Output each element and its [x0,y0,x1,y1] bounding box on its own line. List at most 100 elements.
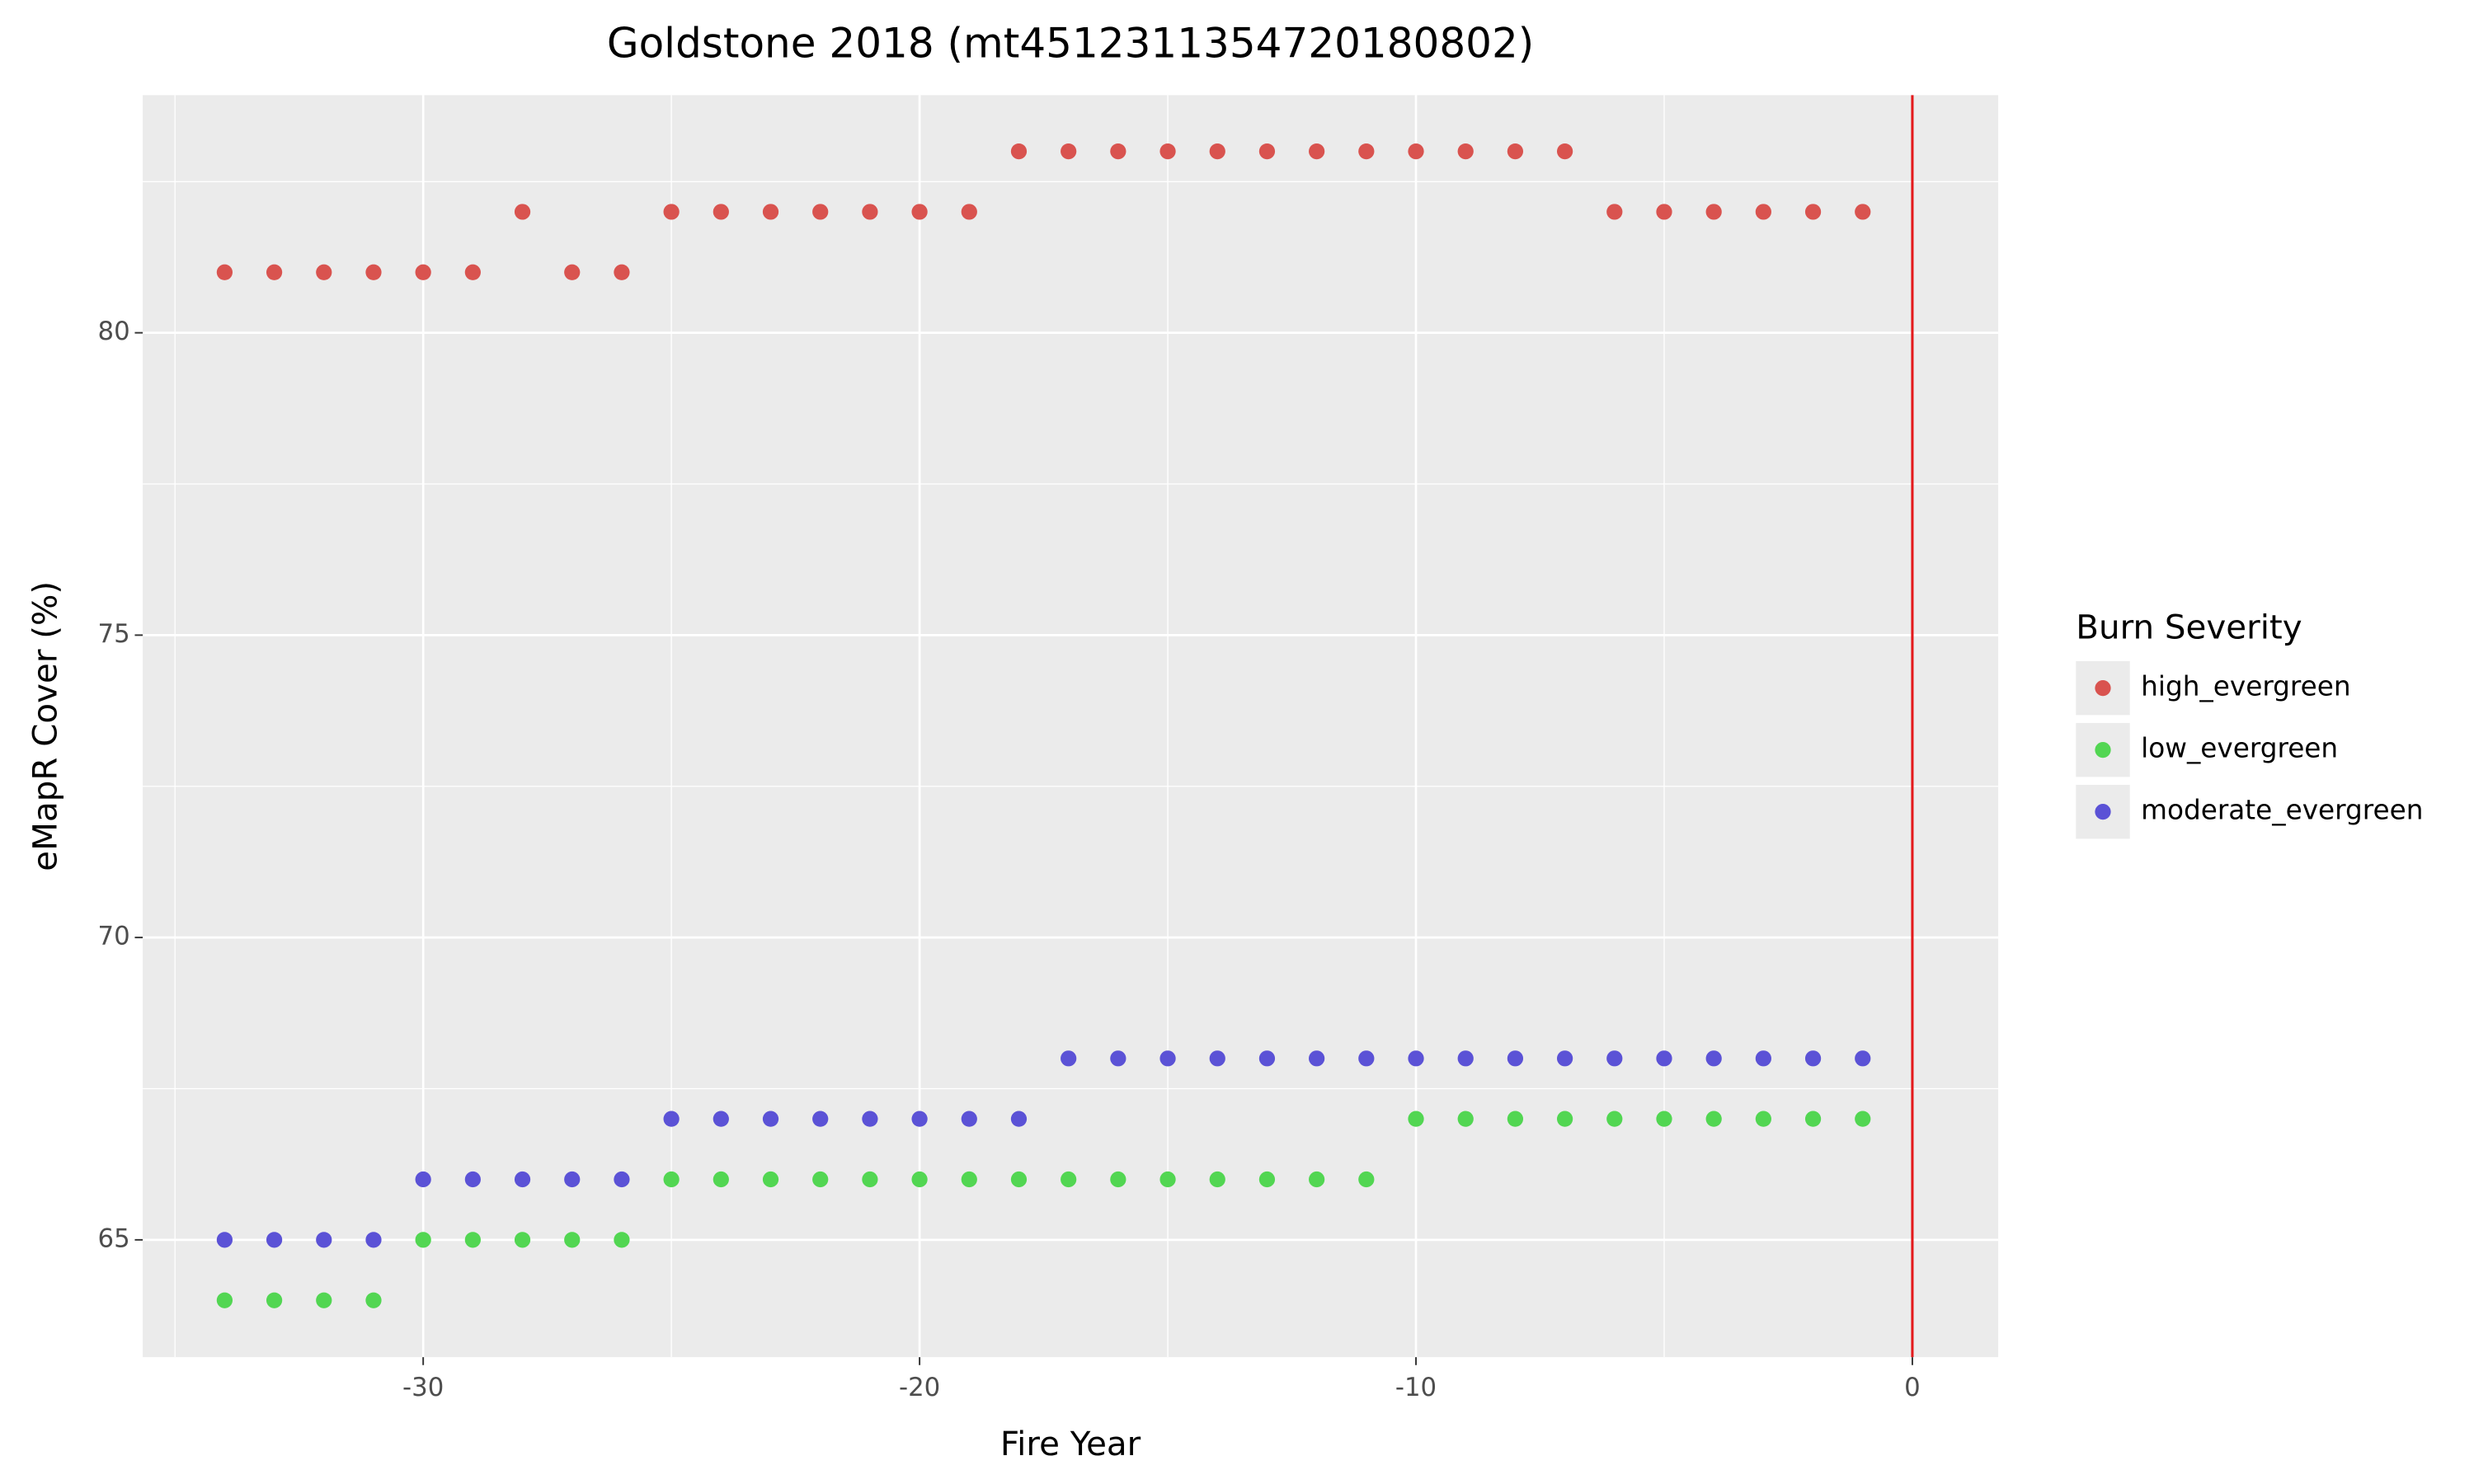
point [266,1292,283,1308]
y-tick-label: 70 [98,922,130,951]
legend-swatch [2095,804,2111,820]
point [415,264,431,280]
x-axis-label: Fire Year [1000,1425,1141,1463]
point [216,1292,233,1308]
point [216,264,233,280]
point [911,1111,928,1127]
point [1159,1171,1176,1188]
point [1457,1111,1474,1127]
point [464,1171,481,1188]
point [614,1171,630,1188]
marks [216,95,1914,1358]
point [663,1111,680,1127]
point [614,264,630,280]
point [1755,204,1771,220]
point [1358,1050,1375,1067]
point [1159,1050,1176,1067]
point [1606,1050,1623,1067]
point [614,1232,630,1248]
point [663,204,680,220]
point [1309,1050,1325,1067]
point [1061,143,1077,160]
point [762,1111,779,1127]
point [514,1171,531,1188]
x-tick-label: -20 [899,1373,940,1402]
point [862,1171,878,1188]
point [1705,1050,1722,1067]
point [961,204,977,220]
legend: Burn Severity high_evergreen low_evergree… [2076,608,2423,839]
point [1507,1111,1524,1127]
legend-label: moderate_evergreen [2141,795,2423,826]
point [564,1171,581,1188]
point [1110,1171,1126,1188]
point [266,1232,283,1248]
point [1855,1050,1871,1067]
point [713,204,729,220]
x-tick-label: -10 [1395,1373,1437,1402]
point [812,1171,829,1188]
point [1010,1171,1028,1188]
point [1656,1111,1672,1127]
y-tick-label: 65 [98,1223,130,1253]
point [1358,143,1375,160]
point [464,264,481,280]
point [663,1171,680,1188]
point [1358,1171,1375,1188]
point [365,264,382,280]
plot-panel [143,95,1999,1358]
point [415,1171,431,1188]
point [1408,143,1424,160]
point [812,204,829,220]
point [514,1232,531,1248]
point [1855,1111,1871,1127]
legend-title: Burn Severity [2076,608,2302,646]
y-tick-label: 80 [98,317,130,346]
point [216,1232,233,1248]
point [1258,1050,1276,1067]
point [1556,1111,1573,1127]
point [415,1232,431,1248]
point [1656,204,1672,220]
point [1258,1171,1276,1188]
point [564,1232,581,1248]
point [1258,143,1276,160]
point [464,1232,481,1248]
point [911,204,928,220]
point [1309,1171,1325,1188]
x-tick-label: 0 [1904,1373,1921,1402]
point [316,1232,332,1248]
legend-label: high_evergreen [2141,671,2350,702]
point [1010,1111,1028,1127]
point [1804,204,1822,220]
point [1309,143,1325,160]
point [316,1292,332,1308]
point [1408,1050,1424,1067]
point [862,1111,878,1127]
point [1209,143,1225,160]
point [1556,143,1573,160]
point [1755,1050,1771,1067]
point [365,1232,382,1248]
point [1408,1111,1424,1127]
point [713,1171,729,1188]
point [713,1111,729,1127]
point [1061,1171,1077,1188]
point [1705,204,1722,220]
point [1457,1050,1474,1067]
point [961,1171,977,1188]
point [762,1171,779,1188]
legend-label: low_evergreen [2141,733,2338,764]
point [1855,204,1871,220]
point [1755,1111,1771,1127]
point [1110,1050,1126,1067]
legend-swatch [2095,742,2111,758]
y-axis-label: eMapR Cover (%) [26,581,65,871]
point [1159,143,1176,160]
point [911,1171,928,1188]
point [1457,143,1474,160]
point [1061,1050,1077,1067]
point [266,264,283,280]
